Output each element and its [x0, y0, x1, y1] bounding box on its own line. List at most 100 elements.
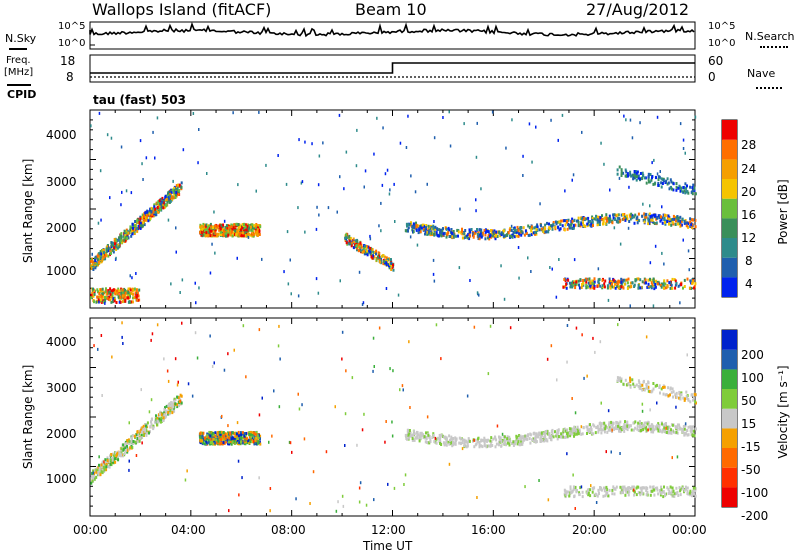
power-noise: [653, 158, 655, 162]
station-title: Wallops Island (fitACF): [92, 0, 272, 19]
power-echo: [596, 220, 599, 224]
power-echo: [217, 232, 219, 236]
velocity-echo: [237, 430, 240, 434]
velocity-noise: [359, 481, 362, 485]
velocity-echo: [660, 491, 663, 495]
velocity-echo: [233, 439, 236, 443]
velocity-panel-frame: [89, 317, 696, 517]
power-echo: [483, 229, 486, 232]
velocity-echo: [612, 485, 615, 489]
velocity-echo: [664, 393, 667, 397]
power-noise: [258, 110, 260, 114]
velocity-echo: [571, 489, 574, 493]
power-noise: [399, 141, 402, 145]
power-echo: [111, 300, 114, 304]
power-echo: [390, 262, 393, 265]
power-echo: [547, 227, 550, 231]
power-noise: [531, 160, 533, 164]
velocity-echo: [92, 469, 95, 473]
power-echo: [152, 210, 155, 214]
power-echo: [153, 205, 156, 209]
velocity-echo: [116, 453, 118, 456]
velocity-noise: [269, 487, 272, 490]
power-echo: [616, 282, 619, 286]
velocity-echo: [600, 422, 603, 426]
power-echo: [672, 182, 675, 186]
power-echo: [463, 232, 466, 236]
power-echo: [104, 290, 107, 294]
power-echo: [251, 223, 254, 227]
velocity-noise: [261, 396, 263, 400]
velocity-noise: [258, 328, 261, 332]
velocity-echo: [251, 440, 254, 444]
velocity-echo: [128, 439, 131, 443]
x-tick: 16:00: [471, 523, 506, 537]
power-echo: [103, 291, 105, 295]
power-echo: [652, 213, 655, 217]
power-echo: [629, 215, 632, 219]
power-noise: [145, 156, 148, 160]
velocity-echo: [114, 457, 117, 461]
power-echo: [136, 291, 139, 295]
power-echo: [98, 261, 101, 265]
velocity-echo: [570, 491, 573, 495]
power-echo: [96, 295, 99, 299]
velocity-echo: [422, 433, 424, 437]
power-echo: [623, 213, 626, 216]
velocity-echo: [124, 442, 126, 446]
power-noise: [410, 174, 412, 178]
power-echo: [679, 223, 682, 227]
power-echo: [155, 213, 158, 217]
power-echo: [229, 233, 232, 237]
power-echo: [224, 226, 227, 229]
power-echo: [166, 200, 169, 204]
power-echo: [578, 283, 580, 287]
velocity-echo: [567, 490, 570, 494]
velocity-noise: [574, 411, 577, 415]
power-echo: [648, 212, 651, 216]
velocity-echo: [231, 440, 234, 444]
velocity-echo: [167, 404, 170, 408]
velocity-echo: [573, 495, 576, 499]
power-echo: [683, 189, 686, 193]
power-echo: [603, 216, 606, 220]
velocity-echo: [439, 441, 441, 445]
velocity-echo: [222, 437, 224, 441]
velocity-echo: [233, 437, 236, 441]
power-echo: [209, 222, 212, 226]
power-echo: [98, 292, 101, 295]
power-echo: [565, 286, 568, 290]
power-echo: [455, 234, 457, 238]
velocity-noise: [391, 420, 393, 424]
power-echo: [105, 287, 107, 291]
velocity-echo: [210, 433, 213, 437]
power-echo: [593, 286, 596, 290]
power-echo: [677, 186, 680, 190]
power-noise: [129, 274, 131, 278]
velocity-echo: [210, 440, 213, 444]
power-noise: [301, 180, 304, 184]
velocity-echo: [569, 427, 572, 431]
velocity-cbar-tick: -15: [741, 440, 761, 454]
power-echo: [603, 282, 606, 286]
velocity-echo: [602, 426, 605, 430]
power-echo: [100, 300, 103, 304]
power-echo: [99, 254, 102, 258]
velocity-echo: [670, 428, 672, 432]
power-echo: [115, 244, 118, 248]
power-noise: [195, 301, 197, 305]
power-noise: [298, 138, 300, 142]
velocity-echo: [449, 438, 451, 442]
velocity-noise: [269, 509, 271, 513]
power-noise: [505, 146, 507, 150]
power-echo: [202, 222, 205, 226]
power-echo: [665, 179, 668, 183]
velocity-echo: [459, 437, 462, 441]
power-echo: [478, 228, 481, 232]
power-echo: [613, 213, 616, 217]
velocity-echo: [622, 382, 625, 386]
velocity-echo: [105, 463, 108, 466]
power-echo: [571, 219, 574, 223]
velocity-echo: [603, 489, 606, 493]
power-echo: [624, 278, 627, 282]
